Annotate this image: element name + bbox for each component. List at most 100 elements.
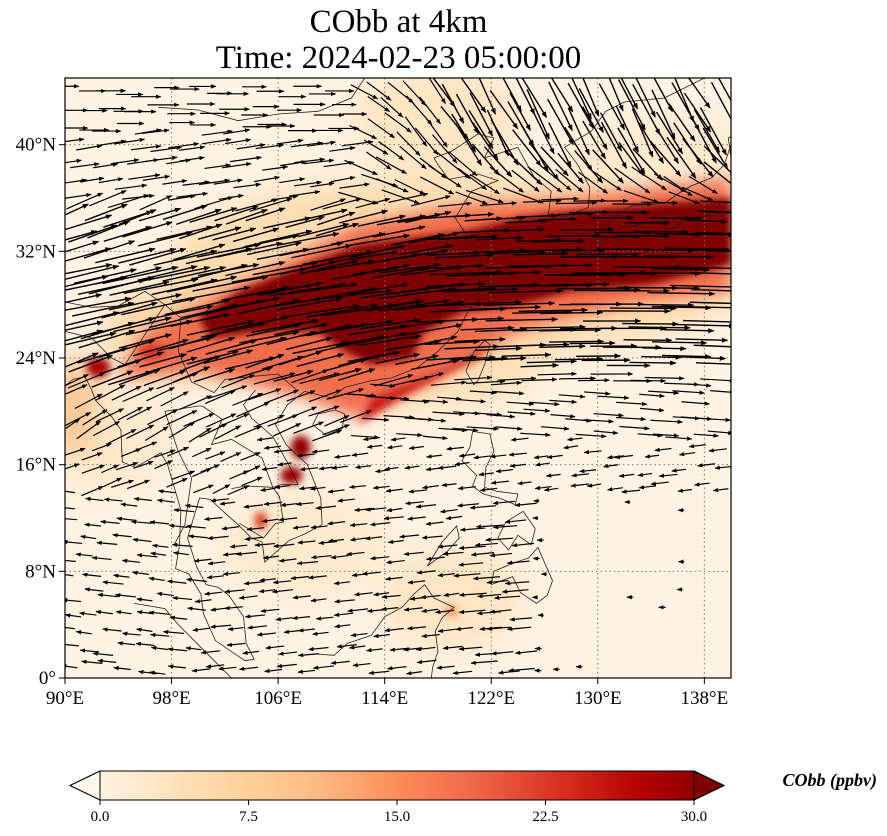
- wind-arrow: [502, 227, 545, 233]
- wind-arrow: [170, 312, 230, 327]
- wind-arrow: [583, 391, 611, 396]
- map-area: [65, 78, 731, 678]
- wind-arrow: [65, 539, 83, 545]
- wind-arrow: [448, 299, 522, 306]
- wind-arrow: [441, 83, 465, 124]
- wind-arrow: [368, 670, 390, 675]
- wind-arrow: [294, 180, 323, 187]
- wind-arrow: [379, 396, 410, 401]
- wind-arrow: [383, 248, 449, 262]
- wind-arrow: [173, 551, 190, 556]
- wind-arrow: [403, 607, 423, 612]
- wind-arrow: [628, 325, 691, 331]
- wind-arrow: [162, 179, 188, 185]
- wind-arrow: [216, 241, 283, 258]
- wind-arrow: [479, 282, 540, 288]
- wind-arrow: [415, 646, 436, 652]
- wind-arrow: [154, 449, 176, 458]
- wind-arrow: [82, 572, 102, 578]
- wind-arrow: [125, 319, 193, 336]
- wind-arrow: [386, 445, 403, 450]
- wind-arrow: [150, 645, 168, 651]
- coastline: [316, 584, 455, 678]
- wind-arrow: [273, 449, 293, 454]
- wind-arrow: [520, 432, 551, 437]
- wind-arrow: [396, 131, 421, 157]
- wind-arrow: [295, 501, 314, 507]
- colorbar-extend-min: [68, 770, 101, 801]
- wind-arrow: [650, 419, 684, 424]
- wind-arrow: [469, 390, 498, 395]
- wind-arrow: [458, 453, 476, 458]
- wind-arrow: [361, 571, 381, 576]
- wind-arrow: [311, 449, 330, 454]
- wind-arrow: [521, 78, 548, 119]
- wind-arrow: [192, 447, 212, 458]
- wind-arrow: [82, 409, 108, 426]
- wind-arrow: [693, 108, 721, 153]
- wind-arrow: [408, 489, 428, 494]
- wind-arrow: [425, 281, 485, 288]
- wind-arrow: [85, 496, 104, 502]
- wind-arrow: [245, 353, 285, 369]
- wind-arrow: [194, 196, 234, 210]
- wind-arrow: [65, 490, 75, 494]
- wind-arrow: [173, 508, 195, 513]
- wind-arrow: [66, 192, 103, 210]
- wind-arrow: [473, 455, 491, 460]
- wind-arrow: [419, 176, 455, 195]
- wind-arrow: [373, 592, 390, 597]
- wind-arrow: [514, 502, 537, 508]
- coastline: [594, 136, 731, 263]
- wind-arrow: [363, 139, 389, 155]
- wind-arrow: [222, 571, 241, 577]
- wind-arrow: [483, 300, 556, 306]
- wind-arrow: [354, 592, 373, 597]
- wind-arrow: [273, 422, 302, 437]
- wind-arrow: [118, 333, 172, 349]
- wind-arrow: [474, 345, 523, 352]
- wind-arrow: [411, 372, 445, 383]
- wind-arrow: [65, 247, 112, 262]
- wind-arrow: [479, 487, 498, 492]
- x-tick-label: 98°E: [152, 688, 190, 709]
- wind-arrow: [348, 484, 367, 490]
- wind-arrow: [278, 651, 298, 656]
- wind-arrow: [65, 418, 81, 430]
- wind-arrow: [70, 162, 100, 169]
- wind-arrow: [65, 626, 75, 630]
- wind-arrow: [424, 339, 480, 346]
- wind-arrow: [167, 664, 186, 669]
- field-halo: [221, 493, 389, 597]
- wind-arrow: [79, 176, 105, 183]
- wind-arrow: [274, 484, 291, 490]
- wind-arrow: [337, 498, 355, 503]
- wind-arrow: [603, 463, 619, 469]
- wind-arrow: [114, 137, 146, 145]
- wind-arrow: [678, 232, 731, 238]
- wind-arrow: [355, 464, 371, 470]
- colorbar-tick-label: 30.0: [681, 809, 707, 825]
- wind-arrow: [376, 214, 427, 226]
- wind-arrow: [151, 278, 218, 296]
- wind-arrow: [504, 581, 530, 586]
- wind-arrow: [172, 595, 193, 601]
- wind-arrow: [327, 538, 345, 543]
- wind-arrow: [629, 360, 677, 366]
- wind-arrow: [307, 575, 327, 580]
- wind-arrow: [489, 166, 524, 193]
- wind-arrow: [315, 505, 336, 511]
- wind-arrow: [533, 454, 549, 460]
- wind-arrow: [338, 368, 376, 381]
- wind-arrow: [117, 351, 164, 368]
- wind-arrow: [176, 191, 209, 198]
- coastline: [490, 546, 553, 604]
- wind-arrow: [400, 265, 463, 276]
- wind-arrow: [582, 106, 608, 150]
- wind-arrow: [592, 149, 624, 184]
- wind-arrow: [489, 454, 507, 459]
- y-tick-label: 8°N: [25, 561, 56, 582]
- wind-arrow: [271, 589, 294, 594]
- wind-arrow: [354, 507, 375, 513]
- wind-arrow: [441, 482, 457, 488]
